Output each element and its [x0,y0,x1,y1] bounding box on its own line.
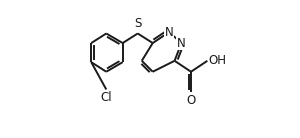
Text: OH: OH [209,54,227,67]
Text: O: O [186,94,196,107]
Text: S: S [134,17,141,30]
Text: N: N [177,37,186,50]
Text: N: N [165,26,173,39]
Text: Cl: Cl [100,91,112,104]
